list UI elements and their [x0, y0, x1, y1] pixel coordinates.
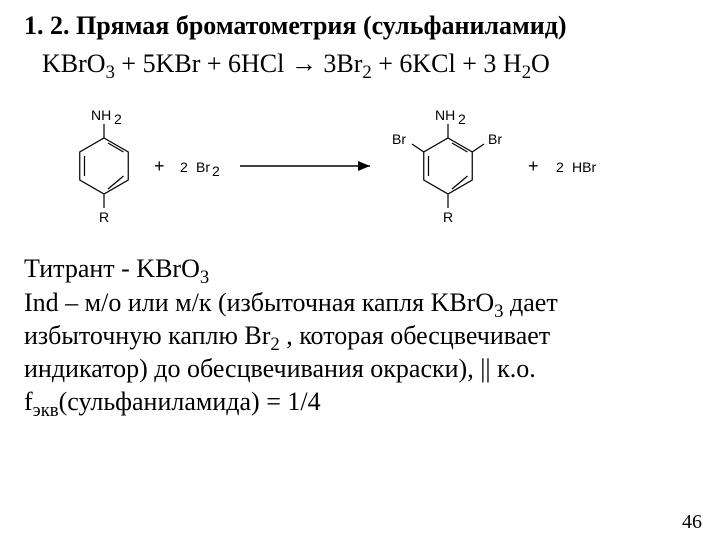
reagent-br2: Br — [196, 159, 210, 175]
plus-right: + — [528, 156, 539, 176]
f-rest: (сульфаниламида) = 1/4 — [59, 387, 321, 416]
f-sub: экв — [33, 401, 59, 422]
line-indicator-3: индикатор) до обесцвечивания окраски), |… — [24, 352, 696, 385]
f-letter: f — [24, 387, 33, 416]
line-indicator-2: избыточную каплю Br2 , которая обесцвечи… — [24, 319, 696, 352]
ind-part1: Ind – м/о или м/к (избыточная капля KBr — [24, 288, 475, 317]
plus-left: + — [154, 156, 165, 176]
svg-text:R: R — [99, 209, 109, 225]
ind-part3: индикатор) до обесцвечивания окраски), |… — [24, 354, 536, 383]
line-indicator-1: Ind – м/о или м/к (избыточная капля KBrO… — [24, 286, 696, 319]
reaction-arrow — [240, 161, 370, 171]
svg-text:Br: Br — [488, 131, 502, 147]
reaction-equation: KBrO3 + 5KBr + 6HCl → 3Br2 + 6KCl + 3 H2… — [42, 47, 696, 81]
slide: 1. 2. Прямая броматометрия (сульфанилами… — [0, 0, 720, 540]
svg-text:R: R — [443, 209, 453, 225]
reagent-br2-sub: 2 — [212, 163, 220, 179]
titrant-label: Титрант - KBr — [24, 254, 181, 283]
svg-text:2: 2 — [458, 111, 466, 127]
ind-part2-tail: , которая обесцвечивает — [280, 321, 550, 350]
slide-title: 1. 2. Прямая броматометрия (сульфанилами… — [24, 10, 696, 43]
ind-tail: дает — [504, 288, 558, 317]
reagent-coef: 2 — [180, 159, 188, 175]
byproduct-coef: 2 — [556, 159, 564, 175]
svg-text:Br: Br — [392, 131, 406, 147]
byproduct-hbr: HBr — [572, 159, 596, 175]
ind-part2: избыточную каплю Br — [24, 321, 270, 350]
product-ring: NH 2 R Br Br — [392, 107, 502, 225]
body-text: Титрант - KBrO3 Ind – м/о или м/к (избыт… — [24, 252, 696, 418]
reaction-diagram: NH 2 R + 2 Br 2 — [38, 86, 696, 246]
line-fequiv: fэкв(сульфаниламида) = 1/4 — [24, 385, 696, 418]
svg-text:2: 2 — [114, 111, 122, 127]
svg-text:NH: NH — [435, 107, 455, 123]
page-number: 46 — [682, 511, 702, 534]
reaction-svg: NH 2 R + 2 Br 2 — [38, 86, 678, 246]
line-titrant: Титрант - KBrO3 — [24, 252, 696, 285]
reactant-ring: NH 2 R — [80, 107, 129, 225]
svg-text:NH: NH — [91, 107, 111, 123]
title-text: 1. 2. Прямая броматометрия (сульфанилами… — [24, 11, 567, 40]
